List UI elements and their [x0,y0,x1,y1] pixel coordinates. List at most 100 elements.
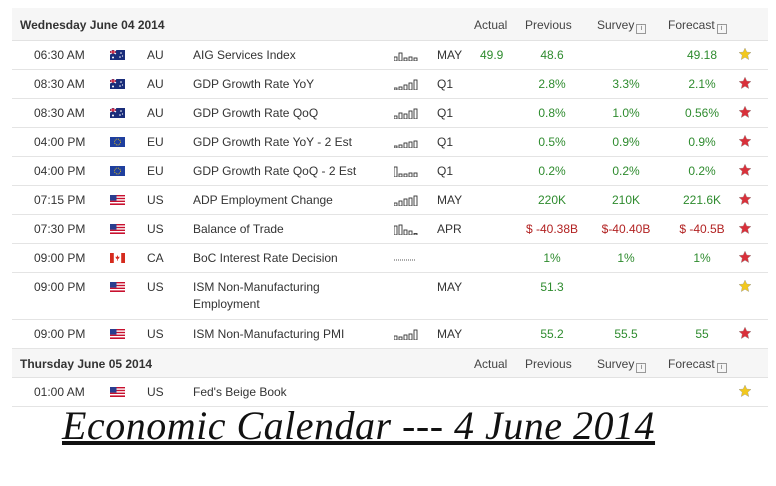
sparkline-chart-icon[interactable] [393,328,418,341]
column-actual[interactable]: Actual [474,357,508,371]
column-forecast[interactable]: Forecast i [668,357,727,373]
column-survey-label: Survey [597,18,635,32]
sparkline-chart-icon[interactable] [393,223,418,236]
table-row[interactable]: 08:30 AM AU GDP Growth Rate QoQ Q1 0.8% 1.0% 0… [12,99,768,128]
importance-star-icon[interactable] [738,326,752,340]
australia-flag-icon [109,107,125,118]
sparkline-chart-icon[interactable] [393,107,418,120]
forecast-value: 221.6K [682,193,722,207]
event-name[interactable]: Fed's Beige Book [193,385,287,399]
table-row[interactable]: 01:00 AM US Fed's Beige Book [12,378,768,407]
reference-period: Q1 [437,135,454,149]
info-icon[interactable]: i [716,363,727,373]
importance-star-icon[interactable] [738,76,752,90]
table-row[interactable]: 09:00 PM US ISM Non-Manufacturing PMI MAY 55… [12,320,768,349]
column-forecast[interactable]: Forecast i [668,18,727,34]
forecast-value: $ -40.5B [679,222,725,236]
eu-flag-icon [110,165,125,176]
survey-value: 1% [617,251,635,265]
table-row[interactable]: 08:30 AM AU GDP Growth Rate YoY Q1 2.8% 3.3% 2… [12,70,768,99]
event-name[interactable]: BoC Interest Rate Decision [193,251,338,265]
event-time: 06:30 AM [34,48,85,62]
survey-value: $-40.40B [601,222,651,236]
importance-star-icon[interactable] [738,279,752,293]
event-name[interactable]: ISM Non-Manufacturing Employment [193,280,320,311]
event-name[interactable]: ISM Non-Manufacturing PMI [193,327,345,341]
previous-value: 48.6 [540,48,564,62]
country-code: CA [147,251,164,265]
economic-calendar: Wednesday June 04 2014 Actual Previous S… [12,8,768,407]
table-row[interactable]: 09:00 PM US ISM Non-Manufacturing Employme… [12,273,768,320]
table-row[interactable]: 04:00 PM EU GDP Growth Rate YoY - 2 Est Q1 0… [12,128,768,157]
column-survey[interactable]: Survey i [597,18,647,34]
event-name[interactable]: GDP Growth Rate QoQ [193,106,319,120]
event-name[interactable]: Balance of Trade [193,222,284,236]
event-name[interactable]: GDP Growth Rate YoY [193,77,315,91]
event-name[interactable]: AIG Services Index [193,48,296,62]
day-title: Thursday June 05 2014 [20,357,153,371]
event-name[interactable]: GDP Growth Rate YoY - 2 Est [193,135,352,149]
event-time: 08:30 AM [34,106,85,120]
us-flag-icon [110,223,125,234]
info-icon[interactable]: i [636,363,647,373]
previous-value: 0.2% [538,164,566,178]
event-name[interactable]: ADP Employment Change [193,193,333,207]
importance-star-icon[interactable] [738,163,752,177]
table-row[interactable]: 07:15 PM US ADP Employment Change MAY 220K 21… [12,186,768,215]
day-header-wednesday: Wednesday June 04 2014 Actual Previous S… [12,8,768,41]
survey-value: 0.2% [612,164,640,178]
country-code: AU [147,106,164,120]
event-time: 09:00 PM [34,327,86,341]
country-code: EU [147,135,164,149]
column-previous[interactable]: Previous [525,18,572,32]
event-list-wednesday: 06:30 AM AU AIG Services Index MAY 49.9 48.6 4… [12,41,768,349]
survey-value: 1.0% [612,106,640,120]
importance-star-icon[interactable] [738,105,752,119]
info-icon[interactable]: i [636,24,647,34]
event-time: 08:30 AM [34,77,85,91]
event-time: 07:30 PM [34,222,86,236]
importance-star-icon[interactable] [738,250,752,264]
survey-value: 55.5 [614,327,638,341]
previous-value: 0.5% [538,135,566,149]
reference-period: MAY [437,280,463,294]
sparkline-chart-icon[interactable] [394,252,418,264]
importance-star-icon[interactable] [738,47,752,61]
event-time: 09:00 PM [34,251,86,265]
column-previous[interactable]: Previous [525,357,572,371]
country-code: US [147,222,164,236]
importance-star-icon[interactable] [738,221,752,235]
previous-value: 55.2 [540,327,564,341]
column-actual[interactable]: Actual [474,18,508,32]
table-row[interactable]: 04:00 PM EU GDP Growth Rate QoQ - 2 Est Q1 0… [12,157,768,186]
sparkline-chart-icon[interactable] [393,78,418,91]
forecast-value: 0.56% [684,106,720,120]
event-time: 09:00 PM [34,280,86,294]
previous-value: 0.8% [538,106,566,120]
column-survey[interactable]: Survey i [597,357,647,373]
country-code: US [147,327,164,341]
importance-star-icon[interactable] [738,134,752,148]
forecast-value: 55 [695,327,709,341]
forecast-value: 0.9% [688,135,716,149]
table-row[interactable]: 09:00 PM CA BoC Interest Rate Decision 1% 1%… [12,244,768,273]
column-survey-label: Survey [597,357,635,371]
info-icon[interactable]: i [716,24,727,34]
importance-star-icon[interactable] [738,384,752,398]
previous-value: 51.3 [540,280,564,294]
event-name[interactable]: GDP Growth Rate QoQ - 2 Est [193,164,357,178]
table-row[interactable]: 07:30 PM US Balance of Trade APR $ -40.38B $-… [12,215,768,244]
sparkline-chart-icon[interactable] [393,194,418,207]
actual-value: 49.9 [480,48,504,62]
sparkline-chart-icon[interactable] [393,136,418,149]
sparkline-chart-icon[interactable] [393,165,418,178]
day-title: Wednesday June 04 2014 [20,18,165,32]
country-code: AU [147,48,164,62]
table-row[interactable]: 06:30 AM AU AIG Services Index MAY 49.9 48.6 4… [12,41,768,70]
sparkline-chart-icon[interactable] [393,49,418,62]
importance-star-icon[interactable] [738,192,752,206]
forecast-value: 0.2% [688,164,716,178]
country-code: US [147,280,164,294]
survey-value: 0.9% [612,135,640,149]
country-code: AU [147,77,164,91]
